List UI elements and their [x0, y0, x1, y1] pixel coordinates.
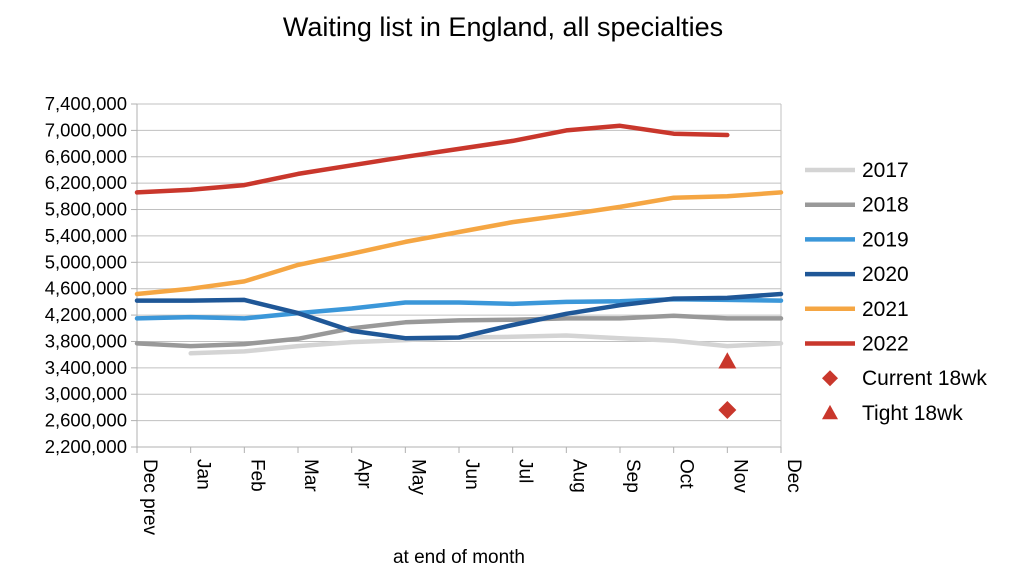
legend-triangle-icon: [822, 404, 838, 420]
y-tick-label: 7,000,000: [45, 119, 127, 140]
y-tick-label: 5,800,000: [45, 199, 127, 220]
y-tick-label: 2,200,000: [45, 436, 127, 457]
legend-label-marker: Tight 18wk: [862, 402, 963, 425]
gridlines: [137, 103, 782, 448]
y-tick-label: 3,400,000: [45, 357, 127, 378]
series-line-2017: [188, 333, 784, 356]
y-axis: 7,400,000 7,000,000 6,600,000 6,200,000 5,80…: [45, 93, 138, 457]
series-line-2020: [134, 291, 784, 341]
legend-label-2022: 2022: [862, 333, 909, 356]
y-tick-label: 6,200,000: [45, 172, 127, 193]
series-line-2018: [134, 313, 784, 349]
markers: [718, 352, 737, 420]
legend-label-2017: 2017: [862, 159, 909, 182]
legend-label-2021: 2021: [862, 298, 909, 321]
chart-title: Waiting list in England, all specialties: [282, 12, 724, 42]
series-lines: [134, 123, 784, 356]
y-tick-label: 3,800,000: [45, 330, 127, 351]
series-line-2022: [134, 123, 730, 195]
legend-diamond-icon: [822, 370, 838, 387]
y-tick-label: 5,000,000: [45, 251, 127, 272]
y-tick-label: 3,000,000: [45, 383, 127, 404]
y-tick-label: 4,600,000: [45, 278, 127, 299]
series-line-2021: [134, 190, 784, 297]
y-tick-label: 4,200,000: [45, 304, 127, 325]
x-tick-label: Apr: [354, 459, 375, 489]
legend-label-marker: Current 18wk: [862, 367, 987, 390]
y-tick-label: 6,600,000: [45, 146, 127, 167]
x-tick-label: Aug: [568, 459, 589, 493]
y-tick-label: 7,400,000: [45, 93, 127, 114]
legend: 2017 2018 2019 2020 2021 2022 Current 18wk Tigh…: [805, 159, 987, 425]
x-tick-label: Jul: [515, 459, 536, 483]
tight-18wk-marker: [718, 352, 737, 369]
current-18wk-marker: [718, 401, 737, 420]
x-tick-label: Sep: [622, 459, 643, 493]
x-tick-label: Jun: [461, 459, 482, 490]
legend-label-2019: 2019: [862, 228, 909, 251]
legend-label-2018: 2018: [862, 194, 909, 217]
x-tick-label: Mar: [300, 459, 321, 492]
x-tick-label: Jan: [193, 459, 214, 490]
x-tick-label: Oct: [676, 459, 697, 489]
x-tick-label: Nov: [729, 459, 750, 493]
x-tick-label: Feb: [246, 459, 267, 492]
x-tick-label: Dec prev: [139, 459, 160, 536]
x-axis: Dec prev Jan Feb Mar Apr May Jun Jul Aug Sep Oct No…: [136, 446, 804, 536]
x-axis-label: at end of month: [393, 547, 525, 568]
legend-label-2020: 2020: [862, 263, 909, 286]
x-tick-label: Dec: [783, 459, 804, 493]
x-tick-label: May: [407, 459, 428, 495]
y-tick-label: 5,400,000: [45, 225, 127, 246]
y-tick-label: 2,600,000: [45, 410, 127, 431]
